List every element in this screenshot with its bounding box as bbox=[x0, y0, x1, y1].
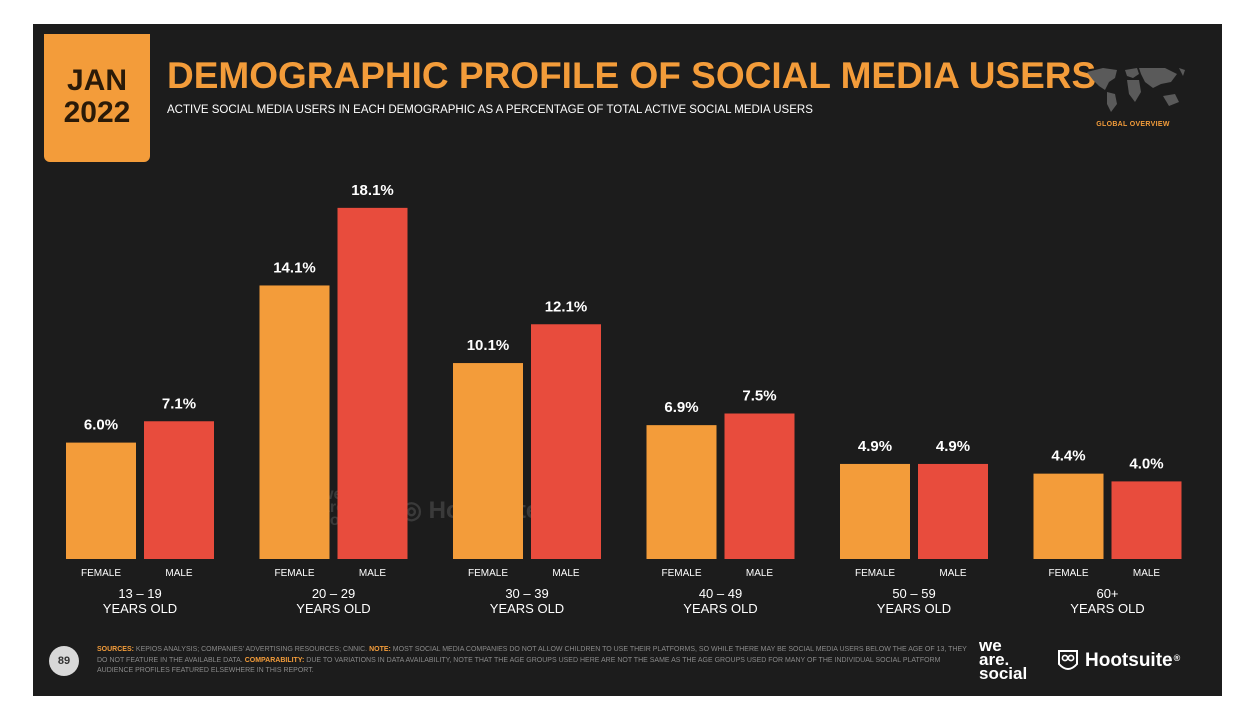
date-year: 2022 bbox=[63, 96, 131, 129]
series-label-female-4: FEMALE bbox=[855, 568, 895, 579]
hootsuite-wordmark: Hootsuite bbox=[1085, 650, 1173, 671]
data-label-male-0: 7.1% bbox=[162, 395, 196, 412]
category-label-1: 20 – 29 bbox=[312, 586, 355, 601]
category-sublabel-0: YEARS OLD bbox=[103, 601, 177, 616]
data-label-female-3: 6.9% bbox=[664, 399, 698, 416]
page-number: 89 bbox=[49, 646, 79, 676]
series-label-male-5: MALE bbox=[1133, 568, 1161, 579]
data-label-male-1: 18.1% bbox=[351, 182, 394, 199]
we-are-social-line-3: social bbox=[979, 664, 1028, 683]
world-map-icon bbox=[1087, 68, 1185, 112]
bar-male-2 bbox=[531, 324, 601, 559]
category-label-4: 50 – 59 bbox=[892, 586, 935, 601]
series-label-female-1: FEMALE bbox=[274, 568, 314, 579]
bar-male-5 bbox=[1111, 481, 1182, 559]
page-title: DEMOGRAPHIC PROFILE OF SOCIAL MEDIA USER… bbox=[167, 55, 1097, 96]
bar-female-2 bbox=[453, 363, 523, 559]
category-sublabel-2: YEARS OLD bbox=[490, 601, 564, 616]
date-badge: JAN 2022 bbox=[44, 34, 150, 162]
sources-text: KEPIOS ANALYSIS; COMPANIES' ADVERTISING … bbox=[133, 646, 370, 653]
series-label-female-3: FEMALE bbox=[661, 568, 701, 579]
bar-female-3 bbox=[646, 425, 717, 559]
series-label-male-0: MALE bbox=[165, 568, 193, 579]
series-label-female-2: FEMALE bbox=[468, 568, 508, 579]
bar-male-3 bbox=[724, 413, 795, 559]
data-label-male-4: 4.9% bbox=[936, 438, 970, 455]
date-month: JAN bbox=[66, 64, 127, 97]
slide: JAN 2022 DEMOGRAPHIC PROFILE OF SOCIAL M… bbox=[33, 24, 1222, 696]
we-are-social-line-1: we bbox=[979, 636, 1002, 655]
bar-female-0 bbox=[66, 442, 136, 559]
category-sublabel-5: YEARS OLD bbox=[1070, 601, 1144, 616]
data-label-male-2: 12.1% bbox=[545, 298, 588, 315]
category-sublabel-4: YEARS OLD bbox=[877, 601, 951, 616]
data-label-female-4: 4.9% bbox=[858, 438, 892, 455]
global-overview-badge: GLOBAL OVERVIEW bbox=[1096, 121, 1170, 128]
data-label-male-3: 7.5% bbox=[742, 388, 776, 405]
bar-male-1 bbox=[337, 207, 408, 560]
footer-sources: SOURCES: KEPIOS ANALYSIS; COMPANIES' ADV… bbox=[97, 645, 977, 677]
series-label-female-0: FEMALE bbox=[81, 568, 121, 579]
category-sublabel-3: YEARS OLD bbox=[683, 601, 757, 616]
data-label-female-1: 14.1% bbox=[273, 259, 316, 276]
hootsuite-logo: Hootsuite ® bbox=[1057, 648, 1180, 674]
bar-female-4 bbox=[840, 463, 910, 559]
series-label-male-3: MALE bbox=[746, 568, 774, 579]
sources-label: SOURCES: bbox=[97, 646, 134, 653]
series-label-male-4: MALE bbox=[939, 568, 967, 579]
data-label-female-0: 6.0% bbox=[84, 417, 118, 434]
page-subtitle: ACTIVE SOCIAL MEDIA USERS IN EACH DEMOGR… bbox=[167, 104, 813, 116]
bar-male-4 bbox=[918, 463, 988, 559]
series-label-male-2: MALE bbox=[552, 568, 580, 579]
category-label-2: 30 – 39 bbox=[505, 586, 548, 601]
series-label-male-1: MALE bbox=[359, 568, 387, 579]
comparability-text: DUE TO VARIATIONS IN DATA AVAILABILITY, … bbox=[97, 656, 941, 675]
comparability-label: COMPARABILITY: bbox=[244, 656, 305, 664]
we-are-social-line-2: are. bbox=[979, 650, 1010, 669]
category-sublabel-1: YEARS OLD bbox=[296, 601, 370, 616]
note-label: NOTE: bbox=[369, 646, 391, 653]
bar-female-5 bbox=[1033, 473, 1104, 559]
data-label-male-5: 4.0% bbox=[1129, 455, 1163, 472]
data-label-female-2: 10.1% bbox=[467, 337, 510, 354]
we-are-social-logo: we are. social bbox=[979, 636, 1028, 683]
category-label-0: 13 – 19 bbox=[118, 586, 161, 601]
data-label-female-5: 4.4% bbox=[1051, 448, 1085, 465]
hootsuite-registered-mark: ® bbox=[1173, 653, 1181, 663]
hootsuite-owl-icon bbox=[1058, 650, 1078, 670]
series-label-female-5: FEMALE bbox=[1048, 568, 1088, 579]
bar-male-0 bbox=[144, 421, 214, 559]
note-text: MOST SOCIAL MEDIA COMPANIES DO NOT ALLOW… bbox=[97, 646, 967, 664]
category-label-5: 60+ bbox=[1096, 586, 1118, 601]
bar-female-1 bbox=[259, 285, 330, 559]
category-label-3: 40 – 49 bbox=[699, 586, 742, 601]
